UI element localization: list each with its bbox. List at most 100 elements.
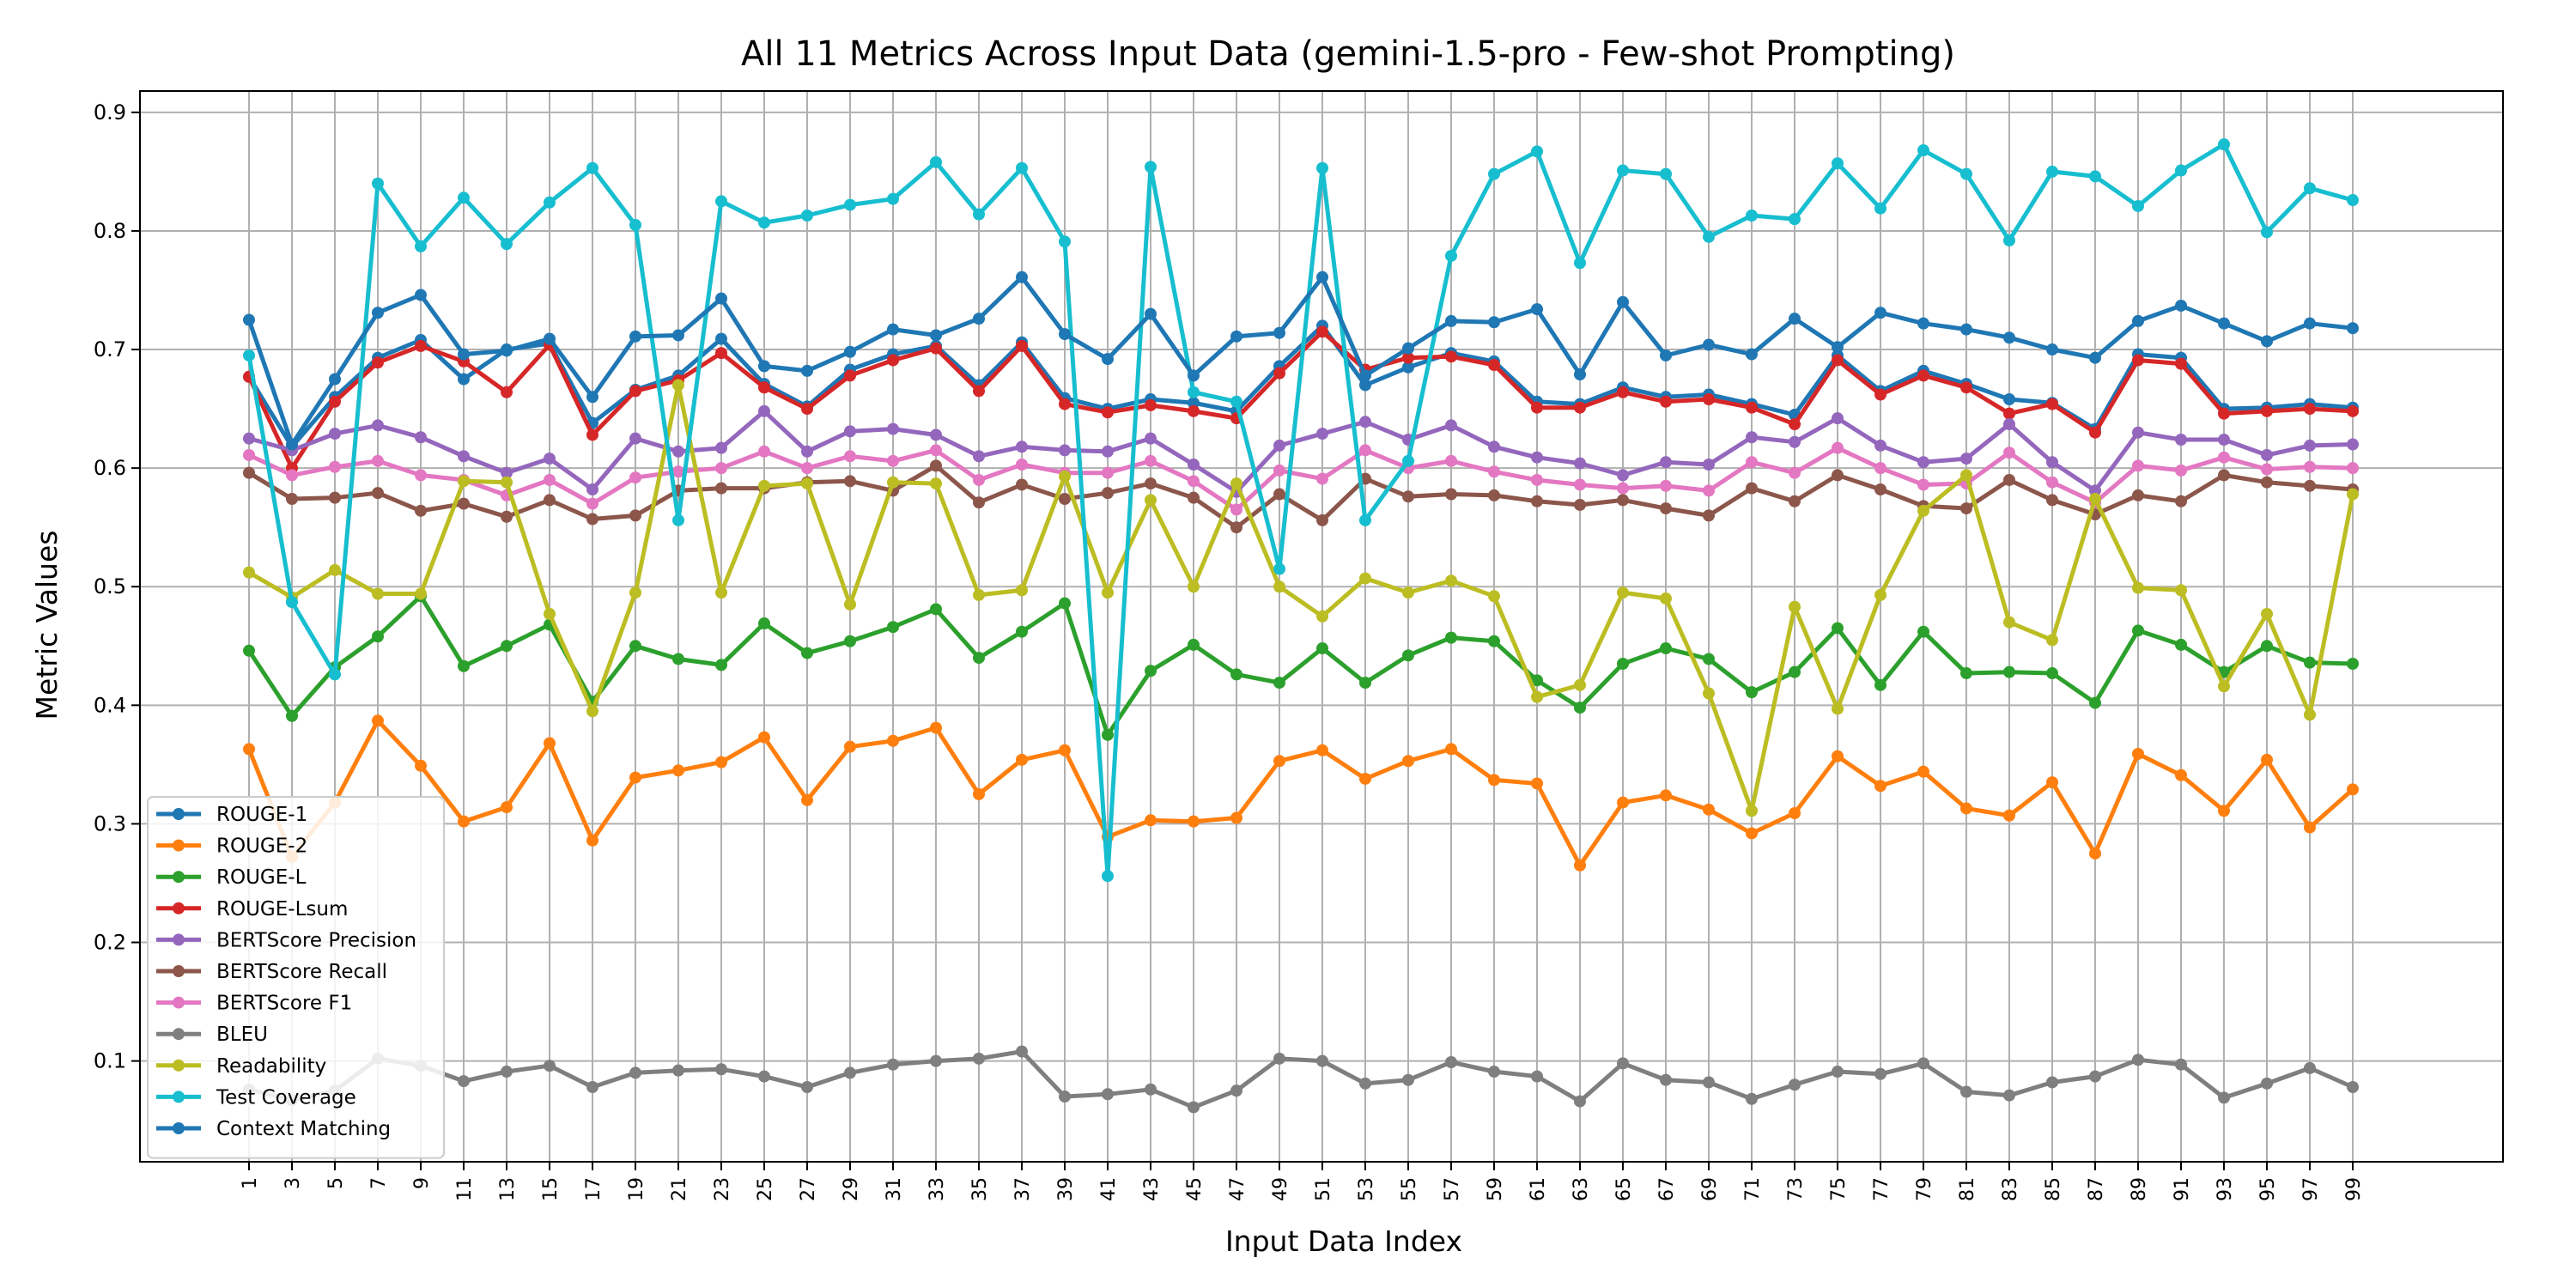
- data-point: [1832, 1066, 1844, 1078]
- data-point: [887, 192, 899, 205]
- data-point: [1016, 584, 1028, 597]
- data-point: [329, 428, 341, 440]
- data-point: [629, 432, 641, 445]
- y-tick-label: 0.7: [94, 337, 126, 361]
- data-point: [1273, 367, 1285, 380]
- data-point: [1660, 502, 1672, 515]
- data-point: [2261, 1077, 2273, 1090]
- series-line: [248, 1049, 2354, 1109]
- data-point: [629, 586, 641, 599]
- data-point: [2347, 322, 2359, 335]
- legend-swatch-marker: [173, 965, 185, 977]
- data-point: [1746, 210, 1758, 222]
- data-point: [2218, 680, 2230, 693]
- data-point: [1874, 483, 1886, 495]
- data-point: [973, 787, 985, 800]
- x-tick-label: 47: [1227, 1177, 1249, 1201]
- data-point: [1316, 270, 1328, 283]
- legend-label: BERTScore Recall: [216, 961, 387, 983]
- data-point: [1703, 687, 1715, 700]
- data-point: [1488, 1066, 1500, 1078]
- data-point: [1188, 580, 1200, 593]
- data-point: [1746, 686, 1758, 699]
- data-point: [1960, 1085, 1972, 1098]
- y-tick-label: 0.8: [94, 219, 126, 243]
- data-point: [1703, 459, 1715, 471]
- data-point: [1145, 432, 1157, 445]
- data-point: [2261, 463, 2273, 476]
- data-point: [1660, 456, 1672, 469]
- data-point: [2304, 403, 2316, 416]
- data-point: [1746, 401, 1758, 414]
- data-point: [1273, 562, 1285, 575]
- data-point: [544, 1060, 556, 1072]
- data-point: [887, 422, 899, 435]
- data-point: [372, 177, 384, 190]
- data-point: [2003, 616, 2015, 629]
- data-point: [286, 493, 298, 506]
- data-point: [1273, 488, 1285, 501]
- data-point: [1402, 351, 1414, 364]
- x-tick-label: 63: [1571, 1177, 1592, 1201]
- data-point: [930, 477, 942, 490]
- legend-label: Test Coverage: [216, 1086, 356, 1109]
- data-point: [2003, 234, 2015, 246]
- data-point: [1230, 668, 1242, 681]
- data-point: [1874, 780, 1886, 793]
- data-point: [1832, 469, 1844, 482]
- data-point: [1230, 811, 1242, 824]
- data-point: [1145, 814, 1157, 827]
- data-point: [629, 471, 641, 484]
- data-point: [1960, 453, 1972, 465]
- data-point: [1660, 349, 1672, 361]
- data-point: [1316, 325, 1328, 338]
- data-point: [887, 454, 899, 467]
- data-point: [2175, 357, 2187, 370]
- data-point: [1574, 1095, 1586, 1108]
- data-point: [372, 454, 384, 467]
- data-point: [1102, 870, 1114, 883]
- data-point: [930, 155, 942, 168]
- x-tick-label: 51: [1313, 1177, 1334, 1201]
- x-tick-label: 87: [2086, 1177, 2107, 1201]
- data-point: [2347, 404, 2359, 417]
- data-point: [1188, 386, 1200, 398]
- data-point: [1102, 728, 1114, 741]
- data-point: [329, 460, 341, 473]
- data-point: [1531, 690, 1543, 703]
- data-point: [1359, 572, 1371, 585]
- x-tick-label: 65: [1613, 1177, 1635, 1201]
- data-point: [629, 385, 641, 398]
- data-point: [1145, 454, 1157, 467]
- data-point: [1574, 702, 1586, 714]
- x-tick-label: 55: [1399, 1177, 1420, 1201]
- x-axis-label: Input Data Index: [1225, 1224, 1462, 1258]
- data-point: [1703, 1076, 1715, 1089]
- data-point: [629, 771, 641, 784]
- data-point: [2089, 493, 2101, 506]
- series-rouge-l: [243, 590, 2359, 741]
- data-point: [2304, 460, 2316, 473]
- data-point: [1230, 503, 1242, 516]
- data-point: [2347, 1081, 2359, 1093]
- data-point: [2046, 398, 2058, 410]
- data-point: [2089, 1070, 2101, 1083]
- x-tick-label: 73: [1785, 1177, 1807, 1201]
- data-point: [544, 608, 556, 620]
- data-point: [1016, 339, 1028, 352]
- data-point: [586, 1081, 598, 1093]
- data-point: [1273, 755, 1285, 768]
- data-point: [1230, 330, 1242, 343]
- data-point: [1016, 161, 1028, 174]
- data-point: [1574, 678, 1586, 691]
- data-point: [372, 630, 384, 643]
- legend-swatch-marker: [173, 1122, 185, 1134]
- data-point: [1188, 638, 1200, 651]
- series-line: [247, 463, 2354, 530]
- data-point: [844, 475, 856, 488]
- x-tick-label: 69: [1699, 1177, 1721, 1201]
- data-point: [372, 487, 384, 500]
- data-point: [1660, 479, 1672, 492]
- plot-series: [243, 138, 2359, 1114]
- data-point: [758, 617, 770, 630]
